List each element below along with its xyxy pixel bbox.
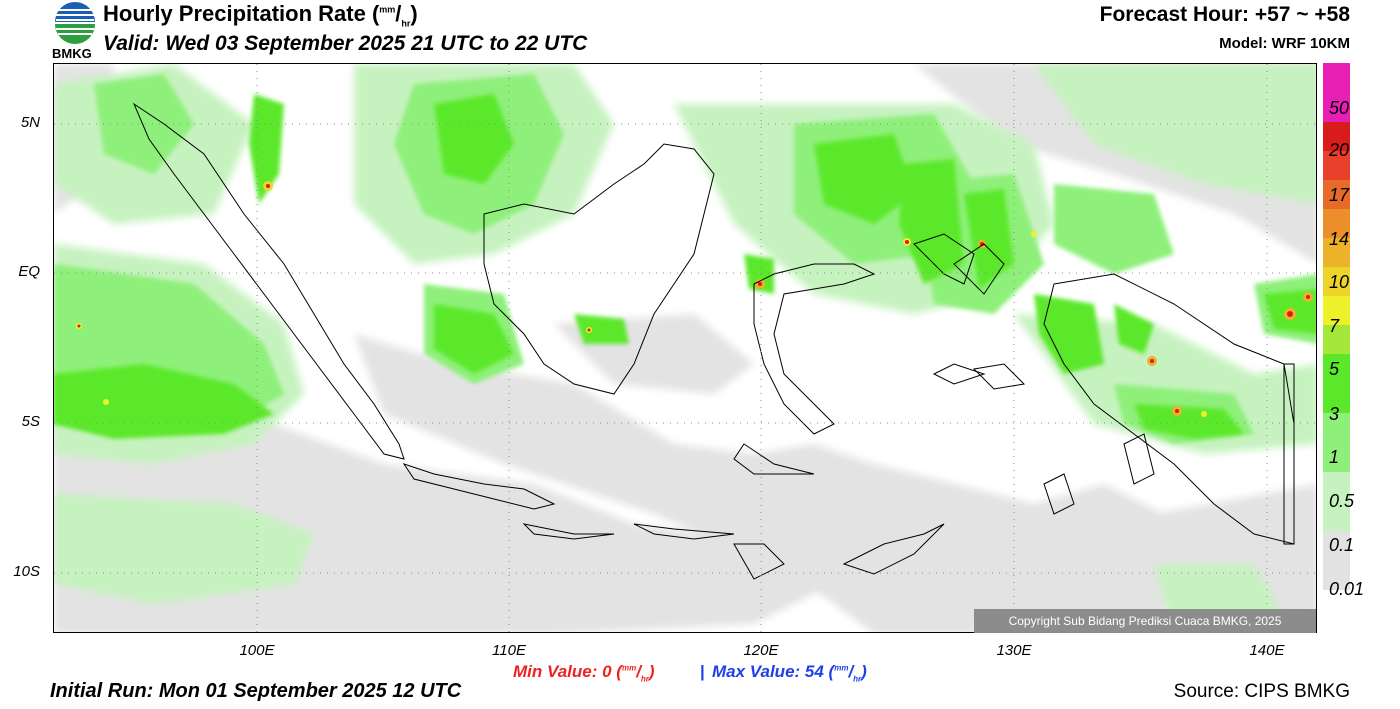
legend-swatch — [1323, 209, 1350, 238]
forecast-hour: Forecast Hour: +57 ~ +58 — [1099, 3, 1350, 26]
legend-colorbar — [1323, 63, 1350, 590]
lon-label: 100E — [239, 642, 275, 659]
heavy-rain-cells — [76, 181, 1313, 417]
legend-label: 0.01 — [1329, 579, 1365, 599]
lon-label: 140E — [1249, 642, 1285, 659]
legend-swatch — [1323, 354, 1350, 413]
legend-label: 20 — [1329, 140, 1350, 160]
legend-label: 7 — [1329, 316, 1340, 336]
max-value: Max Value: 54 (mm/hr) — [712, 662, 867, 684]
legend-swatch — [1323, 238, 1350, 267]
legend-label: 0.5 — [1329, 491, 1355, 511]
lat-label: 10S — [13, 563, 40, 580]
legend-label: 1 — [1329, 447, 1340, 467]
bmkg-logo: BMKG — [50, 0, 100, 62]
legend-swatch — [1323, 267, 1350, 296]
legend-label: 3 — [1329, 404, 1340, 424]
legend-swatch — [1323, 413, 1350, 472]
legend-label: 10 — [1329, 272, 1350, 292]
min-value: Min Value: 0 (mm/hr) — [513, 662, 655, 684]
legend-swatch — [1323, 122, 1350, 151]
legend-swatch — [1323, 63, 1350, 122]
lat-label: 5S — [21, 413, 40, 430]
source-credit: Source: CIPS BMKG — [1173, 681, 1350, 702]
chart-title: Hourly Precipitation Rate (mm/hr) — [103, 1, 418, 29]
lon-label: 120E — [743, 642, 779, 659]
legend-swatch — [1323, 531, 1350, 590]
legend-label: 17 — [1329, 185, 1350, 205]
legend-swatch — [1323, 296, 1350, 325]
initial-run: Initial Run: Mon 01 September 2025 12 UT… — [50, 680, 462, 702]
logo-text: BMKG — [52, 46, 92, 61]
coastlines — [132, 102, 1295, 580]
legend-label: 50 — [1329, 98, 1350, 118]
lat-label: 5N — [20, 114, 40, 131]
legend-swatch — [1323, 151, 1350, 180]
valid-time: Valid: Wed 03 September 2025 21 UTC to 2… — [103, 32, 588, 55]
model-name: Model: WRF 10KM — [1219, 35, 1350, 52]
legend-swatch — [1323, 325, 1350, 354]
graticule — [54, 64, 1316, 632]
lon-label: 110E — [492, 642, 526, 659]
legend-label: 0.1 — [1329, 535, 1355, 555]
copyright-notice: Copyright Sub Bidang Prediksi Cuaca BMKG… — [974, 609, 1316, 633]
legend-swatch — [1323, 180, 1350, 209]
legend-swatch — [1323, 472, 1350, 531]
map-canvas — [54, 64, 1316, 632]
precipitation-map — [53, 63, 1317, 633]
lat-label: EQ — [18, 263, 40, 280]
rain-1 — [54, 94, 1316, 439]
lon-label: 130E — [996, 642, 1032, 659]
bmkg-logo-emblem — [55, 2, 95, 44]
legend-label: 14 — [1329, 229, 1350, 249]
legend-label: 5 — [1329, 359, 1340, 379]
value-separator: | — [700, 662, 705, 681]
